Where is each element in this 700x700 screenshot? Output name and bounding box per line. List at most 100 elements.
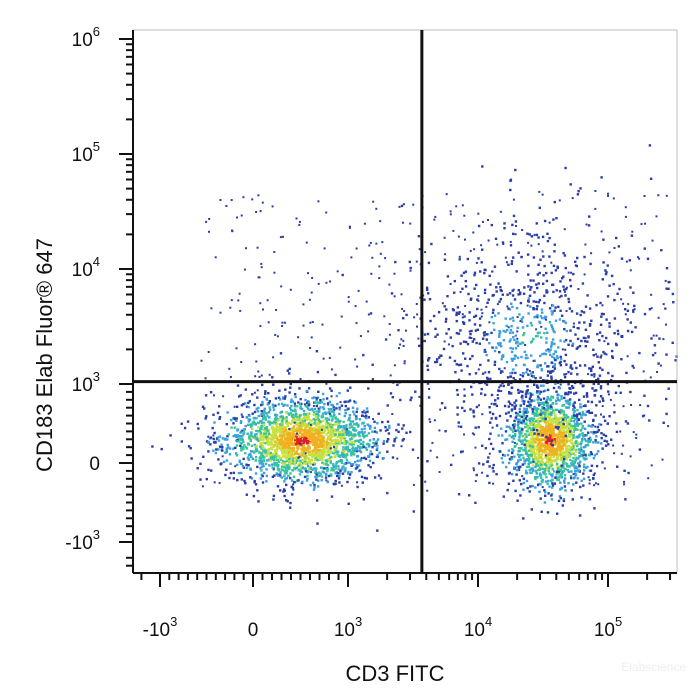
event-dot [286,446,290,449]
event-dot [247,453,251,457]
event-dot [209,436,213,439]
event-dot [254,472,258,475]
event-dot [356,485,359,489]
event-dot [283,463,287,466]
event-dot [362,498,365,501]
event-dot [259,437,263,440]
event-dot [590,464,594,467]
event-dot [667,287,670,290]
event-dot [330,403,333,406]
event-dot [409,269,412,272]
event-dot [539,402,542,405]
event-dot [567,427,571,430]
event-dot [559,408,562,412]
event-dot [607,194,609,197]
event-dot [218,435,222,438]
event-dot [335,394,338,398]
event-dot [529,485,532,488]
event-dot [320,431,323,435]
event-dot [211,426,214,430]
event-dot [584,453,587,456]
event-dot [309,419,312,422]
event-dot [337,422,340,425]
event-dot [330,426,333,429]
event-dot [317,407,320,410]
event-dot [520,442,524,445]
event-dot [282,430,286,434]
event-dot [273,428,276,431]
event-dot [647,477,650,480]
event-dot [521,341,524,344]
event-dot [458,258,461,261]
event-dot [539,447,542,450]
event-dot [220,443,223,446]
event-dot [613,332,616,335]
event-dot [505,438,509,441]
event-dot [259,429,262,432]
event-dot [541,316,544,320]
event-dot [509,346,512,350]
event-dot [545,425,548,428]
event-dot [566,406,569,409]
event-dot [270,443,273,446]
event-dot [545,447,548,451]
event-dot [529,431,533,435]
event-dot [560,441,563,444]
event-dot [296,426,299,430]
event-dot [281,443,284,446]
event-dot [418,248,421,251]
event-dot [321,392,325,396]
event-dot [665,267,669,270]
event-dot [522,419,526,423]
event-dot [535,412,538,415]
event-dot [253,443,256,447]
event-dot [575,366,578,370]
event-dot [552,427,555,430]
event-dot [360,457,363,459]
event-dot [632,366,635,369]
event-dot [272,420,276,423]
event-dot [262,441,265,444]
event-dot [575,312,579,315]
event-dot [228,447,232,450]
event-dot [629,390,632,394]
event-dot [311,435,314,439]
event-dot [444,430,447,433]
event-dot [414,390,417,393]
event-dot [532,449,535,453]
event-dot [218,445,222,448]
event-dot [266,429,269,433]
event-dot [262,459,265,463]
event-dot [254,450,257,453]
event-dot [255,360,258,363]
event-dot [346,448,349,451]
event-dot [492,308,495,312]
event-dot [316,442,319,445]
event-dot [278,389,281,392]
event-dot [551,421,555,425]
event-dot [470,337,473,339]
event-dot [545,271,548,275]
event-dot [264,450,267,454]
event-dot [277,396,281,399]
event-dot [527,465,531,468]
event-dot [521,372,525,375]
event-dot [226,411,229,414]
event-dot [565,436,569,440]
event-dot [333,413,336,417]
event-dot [573,476,576,479]
event-dot [298,463,302,467]
event-dot [308,431,311,435]
event-dot [279,417,282,420]
event-dot [267,432,271,436]
event-dot [250,477,254,480]
event-dot [520,421,523,424]
event-dot [513,455,516,458]
event-dot [563,228,566,231]
event-dot [221,449,224,452]
event-dot [638,257,641,260]
event-dot [242,447,245,451]
event-dot [559,481,562,484]
event-dot [326,417,329,420]
event-dot [265,434,268,437]
